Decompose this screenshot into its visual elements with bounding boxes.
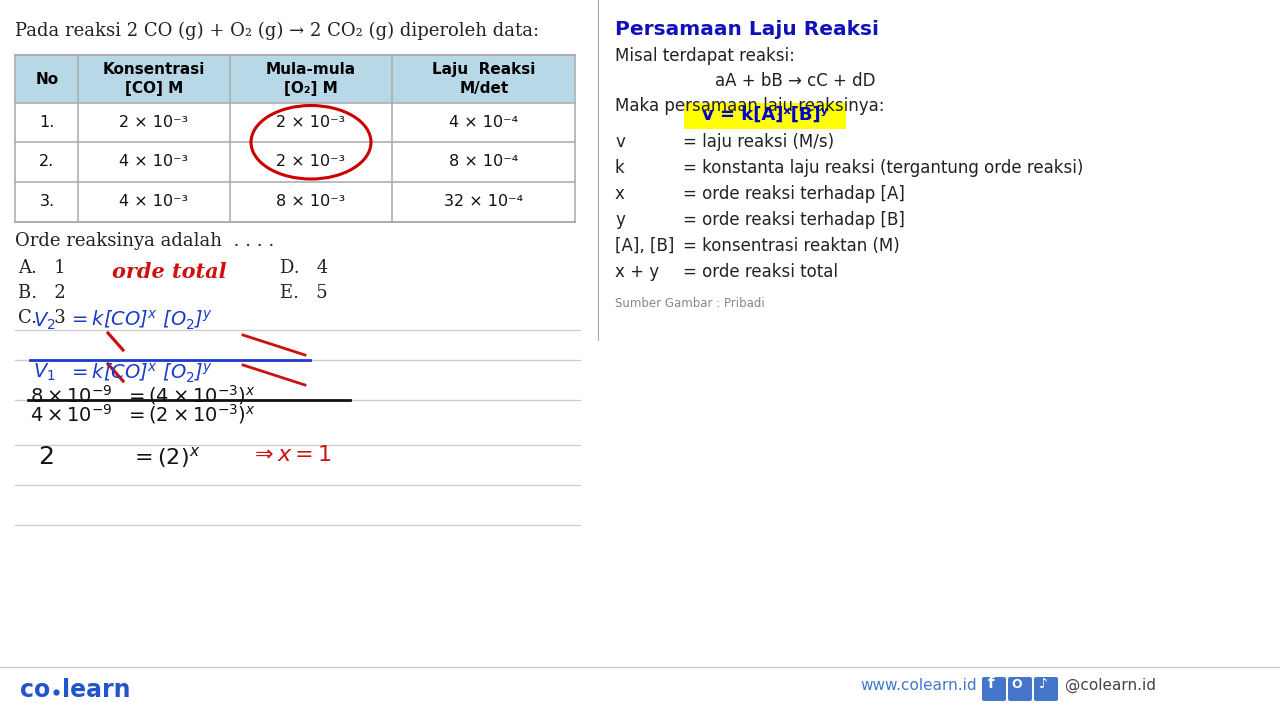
Text: Mula-mula
[O₂] M: Mula-mula [O₂] M [266, 62, 356, 96]
Text: Persamaan Laju Reaksi: Persamaan Laju Reaksi [614, 20, 879, 39]
Text: www.colearn.id: www.colearn.id [860, 678, 977, 693]
Text: co: co [20, 678, 50, 702]
Text: @colearn.id: @colearn.id [1065, 678, 1156, 693]
Text: $V_1$: $V_1$ [33, 362, 56, 383]
Text: Laju  Reaksi
M/det: Laju Reaksi M/det [433, 62, 536, 96]
Text: D.   4: D. 4 [280, 259, 328, 277]
Text: 4 × 10⁻³: 4 × 10⁻³ [119, 194, 188, 210]
Text: = laju reaksi (M/s): = laju reaksi (M/s) [684, 133, 835, 151]
Text: 4 × 10⁻³: 4 × 10⁻³ [119, 155, 188, 169]
Text: aA + bB → cC + dD: aA + bB → cC + dD [716, 72, 876, 90]
Text: f: f [988, 677, 995, 691]
Text: orde total: orde total [113, 262, 227, 282]
Text: $\Rightarrow x = 1$: $\Rightarrow x = 1$ [250, 445, 332, 465]
Text: $= k$[CO]$^x$ [O$_2$]$^y$: $= k$[CO]$^x$ [O$_2$]$^y$ [68, 309, 212, 332]
FancyBboxPatch shape [1009, 677, 1032, 701]
Text: = orde reaksi terhadap [A]: = orde reaksi terhadap [A] [684, 185, 905, 203]
Text: B.   2: B. 2 [18, 284, 65, 302]
FancyBboxPatch shape [982, 677, 1006, 701]
Text: x + y: x + y [614, 263, 659, 281]
Text: k: k [614, 159, 625, 177]
FancyBboxPatch shape [684, 103, 846, 129]
Text: = konstanta laju reaksi (tergantung orde reaksi): = konstanta laju reaksi (tergantung orde… [684, 159, 1083, 177]
Text: [A], [B]: [A], [B] [614, 237, 675, 255]
Text: $V_2$: $V_2$ [33, 311, 55, 332]
Text: 32 × 10⁻⁴: 32 × 10⁻⁴ [444, 194, 524, 210]
Text: = orde reaksi total: = orde reaksi total [684, 263, 838, 281]
Text: $4 \times 10^{-9}$  $= (2 \times 10^{-3})^x$: $4 \times 10^{-9}$ $= (2 \times 10^{-3})… [29, 402, 256, 426]
Text: O: O [1011, 678, 1023, 690]
Text: A.   1: A. 1 [18, 259, 65, 277]
Text: $= (2)^x$: $= (2)^x$ [131, 445, 201, 470]
Text: E.   5: E. 5 [280, 284, 328, 302]
Text: 2 × 10⁻³: 2 × 10⁻³ [276, 115, 346, 130]
Text: 2 × 10⁻³: 2 × 10⁻³ [119, 115, 188, 130]
Text: $8 \times 10^{-9}$  $= (4 \times 10^{-3})^x$: $8 \times 10^{-9}$ $= (4 \times 10^{-3})… [29, 383, 256, 407]
Text: Pada reaksi 2 CO (g) + O₂ (g) → 2 CO₂ (g) diperoleh data:: Pada reaksi 2 CO (g) + O₂ (g) → 2 CO₂ (g… [15, 22, 539, 40]
Text: C.   3: C. 3 [18, 309, 65, 327]
Text: = konsentrasi reaktan (M): = konsentrasi reaktan (M) [684, 237, 900, 255]
Text: Orde reaksinya adalah  . . . .: Orde reaksinya adalah . . . . [15, 232, 274, 250]
Text: 2.: 2. [40, 155, 55, 169]
Text: x: x [614, 185, 625, 203]
Text: v = k[A]ˣ[B]ʸ: v = k[A]ˣ[B]ʸ [701, 106, 828, 124]
Text: 8 × 10⁻³: 8 × 10⁻³ [276, 194, 346, 210]
Text: 1.: 1. [40, 115, 55, 130]
Text: y: y [614, 211, 625, 229]
FancyBboxPatch shape [1034, 677, 1059, 701]
Text: 4 × 10⁻⁴: 4 × 10⁻⁴ [449, 115, 518, 130]
Text: No: No [36, 71, 59, 86]
Text: $2$: $2$ [38, 445, 54, 469]
Text: Konsentrasi
[CO] M: Konsentrasi [CO] M [102, 62, 205, 96]
Text: = orde reaksi terhadap [B]: = orde reaksi terhadap [B] [684, 211, 905, 229]
Text: Sumber Gambar : Pribadi: Sumber Gambar : Pribadi [614, 297, 764, 310]
Text: ♪: ♪ [1038, 677, 1047, 691]
Text: Maka persamaan laju reaksinya:: Maka persamaan laju reaksinya: [614, 97, 884, 115]
Text: 3.: 3. [40, 194, 55, 210]
Text: 2 × 10⁻³: 2 × 10⁻³ [276, 155, 346, 169]
Text: 8 × 10⁻⁴: 8 × 10⁻⁴ [449, 155, 518, 169]
Text: $= k$[CO]$^x$ [O$_2$]$^y$: $= k$[CO]$^x$ [O$_2$]$^y$ [68, 362, 212, 385]
Text: Misal terdapat reaksi:: Misal terdapat reaksi: [614, 47, 795, 65]
Text: learn: learn [61, 678, 131, 702]
Text: v: v [614, 133, 625, 151]
Polygon shape [15, 55, 575, 103]
